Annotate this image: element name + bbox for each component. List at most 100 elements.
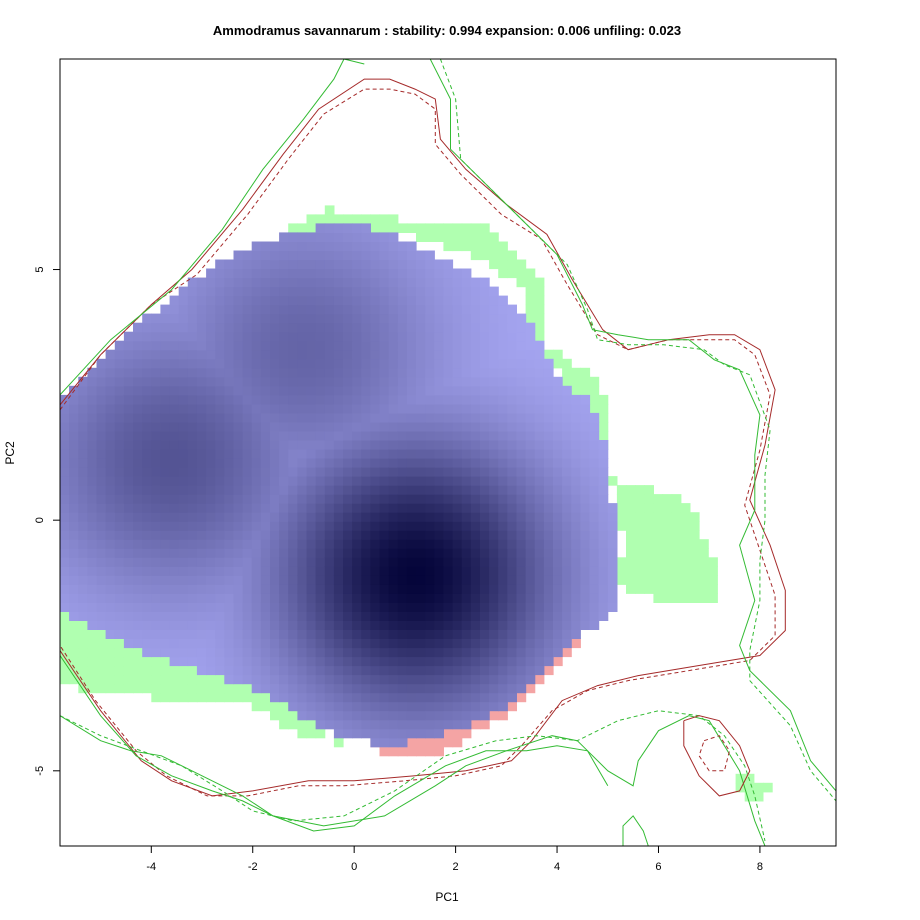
stability-cell xyxy=(397,701,408,712)
stability-cell xyxy=(87,602,98,612)
stability-cell xyxy=(498,638,508,649)
unfilling-cell xyxy=(352,214,362,224)
stability-cell xyxy=(178,629,189,639)
stability-cell xyxy=(543,512,554,522)
stability-cell xyxy=(206,367,216,378)
stability-cell xyxy=(470,403,481,414)
stability-cell xyxy=(452,385,463,396)
stability-cell xyxy=(461,467,472,477)
stability-cell xyxy=(324,313,335,324)
stability-cell xyxy=(370,656,381,667)
stability-cell xyxy=(315,286,326,297)
stability-cell xyxy=(352,593,362,603)
stability-cell xyxy=(270,430,280,441)
stability-cell xyxy=(78,421,88,432)
stability-cell xyxy=(434,304,444,315)
stability-cell xyxy=(607,602,618,612)
stability-cell xyxy=(425,602,435,612)
unfilling-cell xyxy=(553,358,563,369)
stability-cell xyxy=(443,458,454,468)
stability-cell xyxy=(425,611,435,621)
unfilling-cell xyxy=(87,629,98,639)
stability-cell xyxy=(525,566,536,576)
stability-cell xyxy=(416,611,426,621)
stability-cell xyxy=(361,440,371,450)
stability-cell xyxy=(370,620,381,630)
stability-cell xyxy=(288,548,298,558)
unfilling-cell xyxy=(653,503,664,513)
stability-cell xyxy=(352,629,362,639)
stability-cell xyxy=(352,367,362,378)
stability-cell xyxy=(297,376,308,387)
stability-cell xyxy=(105,566,116,576)
stability-cell xyxy=(379,548,390,558)
stability-cell xyxy=(571,629,581,639)
stability-cell xyxy=(470,277,481,288)
stability-cell xyxy=(370,277,381,288)
stability-cell xyxy=(60,557,70,567)
stability-cell xyxy=(260,286,271,297)
stability-cell xyxy=(406,494,417,504)
stability-cell xyxy=(416,340,426,351)
stability-cell xyxy=(315,440,326,450)
stability-cell xyxy=(562,449,572,459)
stability-cell xyxy=(297,476,308,486)
stability-cell xyxy=(260,277,271,288)
stability-cell xyxy=(270,295,280,306)
stability-cell xyxy=(425,250,435,261)
stability-cell xyxy=(434,358,444,369)
stability-cell xyxy=(215,620,225,630)
stability-cell xyxy=(388,322,399,333)
stability-cell xyxy=(306,566,317,576)
stability-cell xyxy=(178,521,189,531)
unfilling-cell xyxy=(699,557,709,567)
stability-cell xyxy=(297,575,308,585)
stability-cell xyxy=(534,602,545,612)
unfilling-cell xyxy=(215,683,225,694)
stability-cell xyxy=(324,449,335,459)
stability-cell xyxy=(343,602,353,612)
stability-cell xyxy=(78,584,88,594)
stability-cell xyxy=(233,295,244,306)
stability-cell xyxy=(96,494,107,504)
stability-cell xyxy=(443,530,454,540)
stability-cell xyxy=(352,566,362,576)
stability-cell xyxy=(297,295,308,306)
stability-cell xyxy=(543,530,554,540)
stability-cell xyxy=(206,512,216,522)
stability-cell xyxy=(425,259,435,270)
stability-cell xyxy=(297,620,308,630)
stability-cell xyxy=(434,512,444,522)
stability-cell xyxy=(416,602,426,612)
stability-cell xyxy=(187,476,198,486)
stability-cell xyxy=(589,485,600,495)
stability-cell xyxy=(343,412,353,423)
unfilling-cell xyxy=(105,674,116,685)
invaded-contour-line xyxy=(60,715,609,832)
unfilling-cell xyxy=(689,566,700,576)
stability-cell xyxy=(480,412,490,423)
stability-cell xyxy=(379,566,390,576)
stability-cell xyxy=(87,440,98,450)
stability-cell xyxy=(406,367,417,378)
stability-cell xyxy=(260,674,271,685)
y-tick-label: -5 xyxy=(34,766,46,776)
stability-cell xyxy=(187,412,198,423)
unfilling-cell xyxy=(123,674,134,685)
unfilling-cell xyxy=(689,548,700,558)
stability-cell xyxy=(416,656,426,667)
stability-cell xyxy=(397,259,408,270)
stability-cell xyxy=(516,385,527,396)
unfilling-cell xyxy=(680,584,691,594)
stability-cell xyxy=(133,485,143,495)
stability-cell xyxy=(324,421,335,432)
unfilling-cell xyxy=(69,638,79,649)
stability-cell xyxy=(461,358,472,369)
stability-cell xyxy=(379,430,390,441)
stability-cell xyxy=(443,701,454,712)
stability-cell xyxy=(361,674,371,685)
stability-cell xyxy=(142,539,152,549)
stability-cell xyxy=(133,611,143,621)
stability-cell xyxy=(233,322,244,333)
stability-cell xyxy=(489,430,499,441)
